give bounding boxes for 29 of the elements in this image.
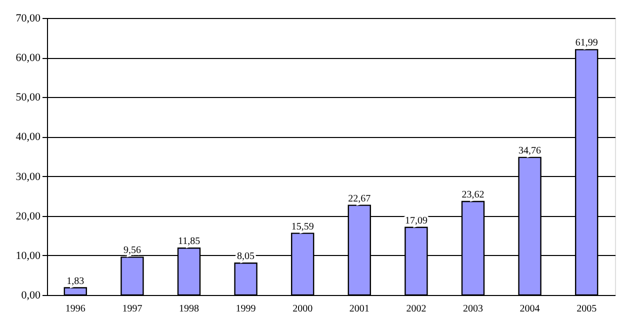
y-tick-label: 20,00 <box>16 210 41 222</box>
data-label: 22,67 <box>348 193 371 204</box>
x-tick-label: 1997 <box>122 304 142 314</box>
bar <box>234 262 258 296</box>
x-tick-label: 1996 <box>65 304 86 314</box>
y-tick-label: 50,00 <box>16 92 41 104</box>
data-label: 17,09 <box>404 215 428 226</box>
x-tick-label: 1999 <box>236 304 256 314</box>
data-label: 61,99 <box>575 38 598 49</box>
x-tick-label: 2004 <box>520 304 540 314</box>
data-label: 15,59 <box>291 221 314 232</box>
x-tick-label: 2005 <box>576 304 597 314</box>
data-label: 23,62 <box>462 190 484 201</box>
x-tick-label: 2003 <box>463 304 483 314</box>
x-tick-label: 2001 <box>349 304 370 314</box>
x-tick-label: 2002 <box>406 304 426 314</box>
x-tick-label: 1998 <box>179 304 199 314</box>
y-tick-label: 40,00 <box>16 131 41 144</box>
y-tick-label: 10,00 <box>16 250 41 262</box>
bar <box>64 287 87 296</box>
y-tick-label: 70,00 <box>16 12 41 24</box>
y-tick-label: 60,00 <box>16 52 41 64</box>
y-tick-label: 30,00 <box>16 170 41 183</box>
y-tick-label: 0,00 <box>21 290 41 302</box>
data-label: 9,56 <box>123 245 141 256</box>
data-label: 1,83 <box>66 276 84 287</box>
data-label: 11,85 <box>178 236 200 248</box>
x-tick-label: 2000 <box>292 304 313 314</box>
data-label: 34,76 <box>518 145 542 156</box>
